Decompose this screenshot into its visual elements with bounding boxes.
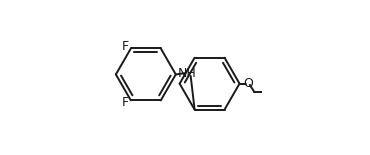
Text: NH: NH: [178, 67, 197, 80]
Text: F: F: [121, 40, 129, 53]
Text: O: O: [243, 77, 253, 90]
Text: F: F: [121, 96, 129, 109]
